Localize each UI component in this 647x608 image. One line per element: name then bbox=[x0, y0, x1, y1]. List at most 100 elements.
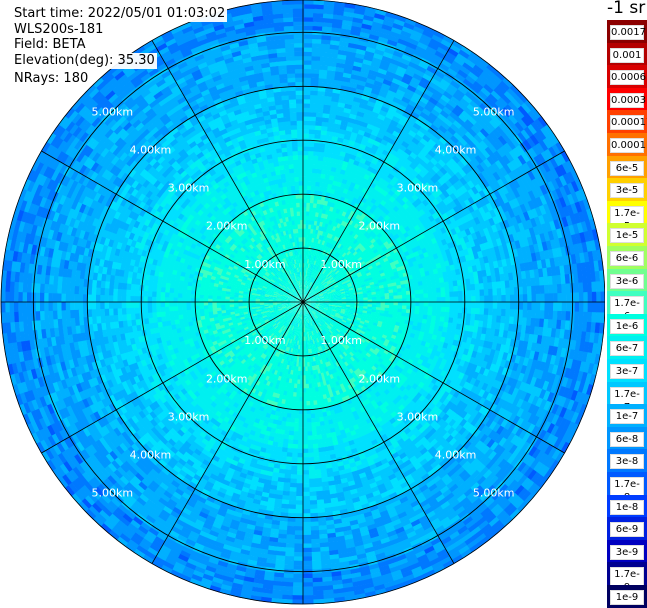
field-cell bbox=[225, 304, 230, 307]
field-cell bbox=[203, 298, 208, 302]
field-cell bbox=[306, 388, 310, 393]
field-cell bbox=[303, 198, 307, 203]
field-cell bbox=[306, 392, 310, 397]
field-cell bbox=[419, 289, 424, 294]
field-cell bbox=[299, 393, 303, 398]
field-cell bbox=[306, 414, 311, 419]
field-cell bbox=[305, 362, 308, 367]
field-cell bbox=[415, 294, 420, 299]
field-cell bbox=[306, 397, 310, 402]
field-cell bbox=[191, 305, 196, 310]
field-cell bbox=[303, 181, 308, 186]
field-cell bbox=[398, 295, 403, 299]
field-cell bbox=[368, 297, 373, 300]
field-cell bbox=[303, 202, 307, 207]
field-cell bbox=[182, 306, 187, 311]
field-cell bbox=[199, 305, 204, 309]
field-cell bbox=[381, 302, 386, 305]
field-cell bbox=[385, 302, 390, 305]
field-cell bbox=[415, 302, 420, 307]
field-cell bbox=[295, 190, 300, 195]
field-cell bbox=[186, 309, 191, 314]
field-cell bbox=[204, 305, 209, 309]
field-cell bbox=[182, 297, 187, 302]
field-cell bbox=[385, 296, 390, 300]
field-cell bbox=[298, 233, 301, 238]
field-cell bbox=[372, 297, 377, 300]
field-cell bbox=[363, 297, 368, 300]
field-cell bbox=[191, 298, 196, 302]
field-cell bbox=[212, 305, 217, 309]
field-cell bbox=[296, 198, 300, 203]
field-cell bbox=[299, 241, 302, 246]
field-cell bbox=[199, 298, 204, 302]
field-cell bbox=[376, 302, 381, 305]
field-cell bbox=[221, 299, 226, 302]
field-cell bbox=[298, 418, 303, 423]
field-cell bbox=[303, 220, 306, 225]
field-cell bbox=[393, 295, 398, 299]
field-cell bbox=[299, 388, 303, 393]
field-cell bbox=[298, 237, 301, 242]
field-cell bbox=[296, 207, 300, 212]
field-cell bbox=[394, 302, 399, 306]
field-cell bbox=[307, 418, 312, 423]
field-cell bbox=[208, 305, 213, 309]
field-cell bbox=[297, 211, 301, 216]
field-cell bbox=[296, 203, 300, 208]
field-cell bbox=[305, 367, 308, 372]
field-cell bbox=[303, 185, 308, 190]
field-cell bbox=[299, 401, 303, 406]
field-cell bbox=[208, 298, 213, 302]
field-cell bbox=[305, 379, 308, 384]
field-cell bbox=[389, 296, 394, 300]
field-cell bbox=[310, 414, 315, 419]
field-cell bbox=[411, 302, 416, 306]
field-cell bbox=[398, 302, 403, 306]
field-cell bbox=[376, 297, 381, 300]
field-cell bbox=[380, 296, 385, 299]
field-cell bbox=[298, 414, 303, 419]
field-cell bbox=[242, 304, 247, 307]
field-cell bbox=[238, 304, 243, 307]
field-cell bbox=[402, 295, 407, 299]
field-cell bbox=[303, 215, 306, 220]
field-cell bbox=[359, 298, 364, 301]
field-cell bbox=[186, 297, 191, 302]
field-cell bbox=[295, 185, 300, 190]
field-cell bbox=[305, 358, 308, 363]
field-cell bbox=[297, 220, 300, 225]
field-cell bbox=[306, 384, 310, 389]
field-cell bbox=[300, 384, 303, 389]
field-cell bbox=[297, 215, 301, 220]
field-cell bbox=[221, 304, 226, 307]
field-cell bbox=[303, 224, 306, 229]
field-cell bbox=[303, 190, 307, 195]
field-cell bbox=[411, 294, 416, 299]
field-cell bbox=[300, 375, 303, 380]
field-cell bbox=[300, 380, 303, 385]
field-cell bbox=[216, 305, 221, 309]
field-cell bbox=[303, 207, 307, 212]
field-cell bbox=[182, 310, 187, 315]
field-cell bbox=[225, 299, 230, 302]
field-cell bbox=[229, 304, 234, 307]
field-cell bbox=[311, 418, 316, 423]
field-cell bbox=[298, 228, 301, 233]
field-cell bbox=[299, 410, 303, 415]
field-cell bbox=[305, 375, 308, 380]
field-cell bbox=[305, 371, 308, 376]
field-cell bbox=[306, 410, 311, 415]
field-cell bbox=[419, 294, 424, 299]
field-cell bbox=[216, 299, 221, 302]
field-cell bbox=[402, 302, 407, 306]
field-cell bbox=[212, 298, 217, 302]
field-cell bbox=[306, 401, 310, 406]
field-cell bbox=[303, 211, 307, 216]
field-cell bbox=[415, 290, 420, 295]
field-cell bbox=[389, 302, 394, 306]
field-cell bbox=[186, 305, 191, 310]
field-cell bbox=[419, 302, 424, 307]
field-cell bbox=[234, 304, 239, 307]
